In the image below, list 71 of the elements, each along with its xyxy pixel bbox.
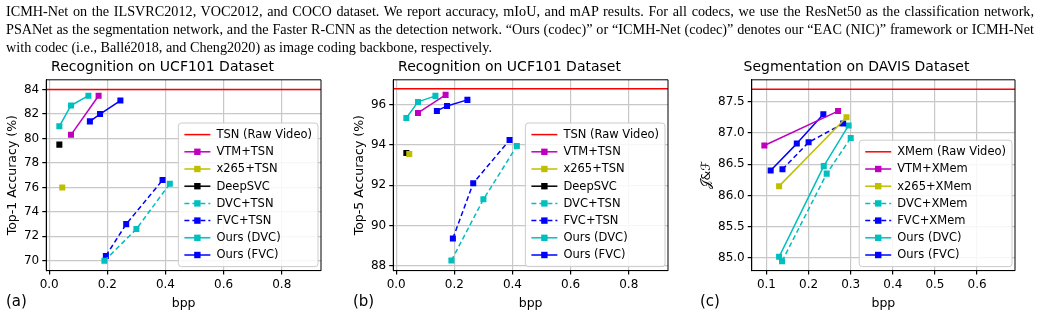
legend-label: x265+XMem	[897, 178, 972, 193]
legend-label: XMem (Raw Video)	[897, 144, 1007, 159]
x-tick-label: 0.8	[272, 276, 292, 291]
x-axis-title: bpp	[171, 294, 196, 310]
x-tick-label: 0.4	[502, 276, 523, 291]
y-tick-label: 88	[370, 257, 387, 272]
legend-label: DVC+XMem	[897, 195, 968, 210]
y-axis-title: 𝒥&ℱ	[697, 160, 713, 190]
y-tick-label: 72	[23, 228, 40, 243]
chart-title: Recognition on UCF101 Dataset	[398, 58, 622, 75]
x-axis-title: bpp	[871, 294, 896, 310]
legend-label: TSN (Raw Video)	[215, 127, 312, 142]
legend-label: Ours (DVC)	[897, 230, 962, 245]
legend-label: VTM+TSN	[563, 144, 621, 159]
legend-label: DVC+TSN	[563, 195, 621, 210]
y-tick-label: 90	[370, 217, 387, 232]
y-tick-label: 86.0	[718, 187, 745, 202]
y-tick-label: 87.0	[718, 125, 745, 140]
x-tick-label: 0.2	[97, 276, 117, 291]
y-tick-label: 82	[23, 106, 40, 121]
y-tick-label: 87.5	[718, 93, 745, 108]
y-tick-label: 80	[23, 130, 40, 145]
y-tick-label: 86.5	[718, 156, 745, 171]
y-tick-label: 74	[23, 204, 40, 219]
legend-label: Ours (FVC)	[897, 247, 960, 262]
legend-label: VTM+XMem	[897, 161, 968, 176]
legend-label: FVC+TSN	[216, 213, 272, 228]
chart-title: Recognition on UCF101 Dataset	[51, 58, 275, 75]
y-tick-label: 84	[23, 81, 40, 96]
text: (b)	[353, 292, 375, 310]
y-tick-label: 76	[23, 179, 40, 194]
legend-label: VTM+TSN	[216, 144, 274, 159]
x-tick-label: 0.2	[799, 276, 819, 291]
x-tick-label: 0.2	[444, 276, 464, 291]
x-tick-label: 0.6	[967, 276, 987, 291]
legend-label: Ours (FVC)	[563, 247, 626, 262]
x-tick-label: 0.4	[155, 276, 176, 291]
x-tick-label: 0.8	[619, 276, 639, 291]
x-axis-title: bpp	[518, 294, 543, 310]
legend-label: DVC+TSN	[216, 195, 274, 210]
legend-label: Ours (DVC)	[216, 230, 281, 245]
y-tick-label: 96	[370, 97, 387, 112]
x-tick-label: 0.0	[386, 276, 406, 291]
y-tick-label: 78	[23, 155, 40, 170]
x-tick-label: 0.3	[841, 276, 861, 291]
x-tick-label: 0.0	[39, 276, 59, 291]
legend-label: DeepSVC	[563, 178, 617, 193]
text: ICMH-Net on the ILSVRC2012, VOC2012, and COCO dataset. We report accuracy, mIoU, and mAP results. For all codecs, we use the ResNet50 as the classification network, PSANet as the segmentation network, and the Faster R-CNN as the detection network. “Ours (codec)” or “ICMH-Net (codec)” denotes our “EAC (NIC)” framework or ICMH-Net with codec (i.e., Ballé2018, and Cheng2020) as image coding backbone, respectively.	[5, 2, 1035, 57]
chart-title: Segmentation on DAVIS Dataset	[743, 58, 970, 75]
x-tick-label: 0.5	[925, 276, 945, 291]
x-tick-label: 0.4	[883, 276, 903, 291]
y-tick-label: 70	[23, 252, 40, 267]
legend-label: FVC+XMem	[897, 213, 966, 228]
y-tick-label: 92	[370, 177, 387, 192]
legend-label: Ours (FVC)	[216, 247, 279, 262]
legend-label: DeepSVC	[216, 178, 270, 193]
legend-label: Ours (DVC)	[563, 230, 628, 245]
y-axis-title: Top-5 Accuracy (%)	[350, 115, 366, 237]
y-tick-label: 85.5	[718, 218, 745, 233]
x-tick-label: 0.1	[756, 276, 777, 291]
legend-label: x265+TSN	[563, 161, 625, 176]
text: (c)	[700, 292, 720, 310]
legend-label: FVC+TSN	[563, 213, 619, 228]
legend-label: x265+TSN	[216, 161, 278, 176]
legend-label: TSN (Raw Video)	[562, 127, 659, 142]
x-tick-label: 0.6	[561, 276, 581, 291]
y-tick-label: 85.0	[718, 250, 745, 265]
y-axis-title: Top-1 Accuracy (%)	[3, 115, 19, 237]
text: (a)	[6, 292, 27, 310]
x-tick-label: 0.6	[214, 276, 234, 291]
y-tick-label: 94	[370, 137, 387, 152]
